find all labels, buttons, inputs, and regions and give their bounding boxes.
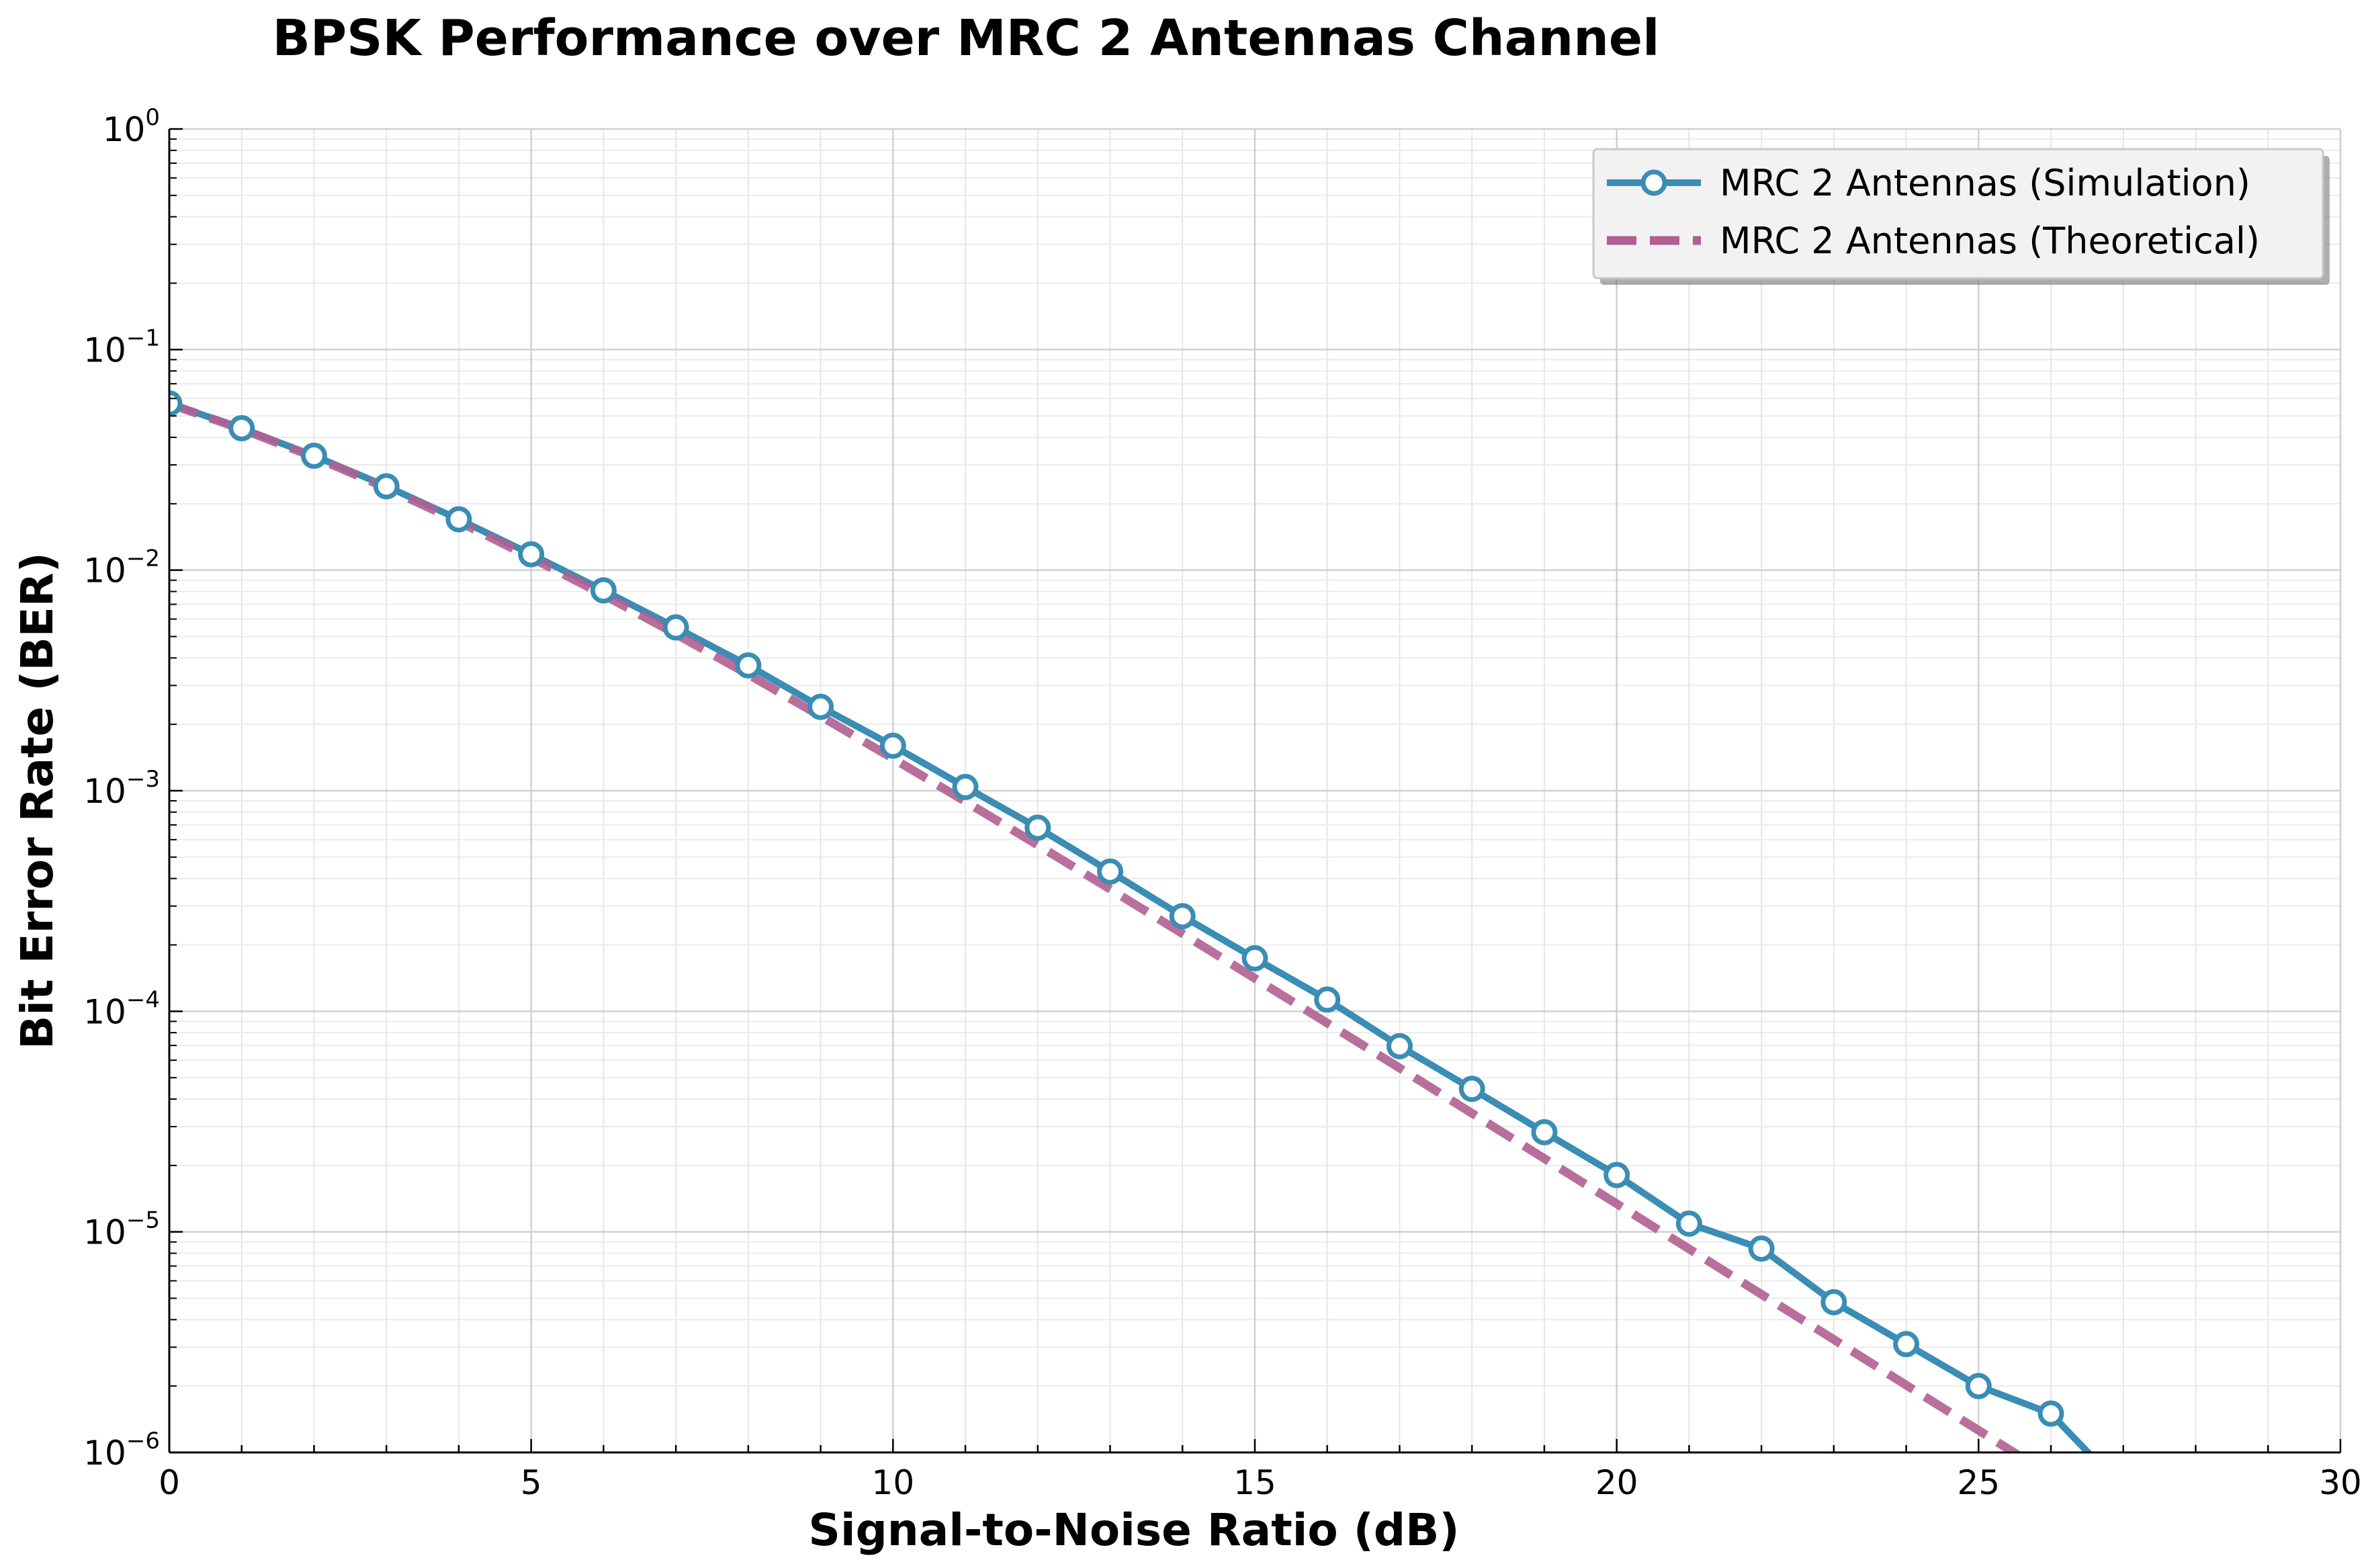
simulation-data-point [1386, 1033, 1413, 1059]
y-axis-ticks: 100 10−1 10−2 10−3 10−4 10−5 10−6 [83, 104, 183, 1473]
x-tick-label: 10 [872, 1463, 915, 1502]
y-axis-label: Bit Error Rate (BER) [11, 552, 63, 1049]
legend-swatch-marker [1640, 169, 1667, 196]
simulation-data-point [1893, 1331, 1920, 1358]
simulation-data-point [1965, 1373, 1992, 1399]
legend-box [1592, 148, 2324, 279]
simulation-data-point [1097, 858, 1124, 885]
simulation-data-point [952, 773, 979, 800]
x-tick-label: 20 [1595, 1463, 1638, 1502]
simulation-data-point [1675, 1210, 1702, 1237]
x-tick-label: 0 [159, 1463, 180, 1502]
simulation-data-point [879, 732, 906, 759]
simulation-data-point [1241, 945, 1268, 971]
x-tick-label: 25 [1958, 1463, 2001, 1502]
y-tick-label: 10−4 [83, 986, 160, 1031]
simulation-data-point [1458, 1076, 1485, 1102]
simulation-data-point [590, 577, 617, 604]
x-tick-label: 5 [521, 1463, 542, 1502]
y-tick-label: 10−3 [83, 766, 160, 811]
x-tick-label: 15 [1233, 1463, 1276, 1502]
x-tick-label: 30 [2319, 1463, 2362, 1502]
theoretical-series-line [169, 400, 2023, 1452]
simulation-data-point [735, 652, 762, 679]
simulation-data-point [1603, 1162, 1630, 1188]
simulation-data-point [1748, 1235, 1775, 1262]
simulation-data-point [1314, 986, 1341, 1013]
legend-items: MRC 2 Antennas (Simulation) MRC 2 Antenna… [1607, 162, 2260, 262]
simulation-data-point [662, 614, 689, 641]
simulation-data-point [228, 415, 255, 441]
legend-label: MRC 2 Antennas (Theoretical) [1720, 220, 2260, 262]
simulation-data-point [807, 693, 834, 720]
simulation-data-point [1169, 903, 1196, 930]
simulation-data-point [373, 473, 400, 500]
y-tick-label: 10−5 [83, 1207, 160, 1252]
y-tick-label: 10−2 [83, 546, 160, 591]
simulation-data-point [1024, 814, 1051, 841]
simulation-data-point [300, 442, 327, 469]
y-tick-label: 100 [103, 104, 160, 149]
y-tick-label: 10−1 [83, 324, 160, 369]
simulation-data-point [1531, 1119, 1558, 1145]
simulation-data-point [518, 541, 545, 568]
x-axis-ticks: 0 5 10 15 20 25 30 [159, 1439, 2362, 1502]
series-group [169, 390, 2093, 1452]
simulation-data-point [445, 506, 472, 533]
legend-label: MRC 2 Antennas (Simulation) [1720, 162, 2250, 204]
legend: MRC 2 Antennas (Simulation) MRC 2 Antenna… [1592, 148, 2330, 285]
x-axis-label: Signal-to-Noise Ratio (dB) [808, 1504, 1459, 1556]
simulation-data-point [1820, 1289, 1847, 1315]
y-tick-label: 10−6 [83, 1428, 160, 1473]
simulation-data-point [2037, 1400, 2064, 1427]
chart-title: BPSK Performance over MRC 2 Antennas Cha… [273, 9, 1660, 67]
plot-series [169, 390, 2093, 1452]
